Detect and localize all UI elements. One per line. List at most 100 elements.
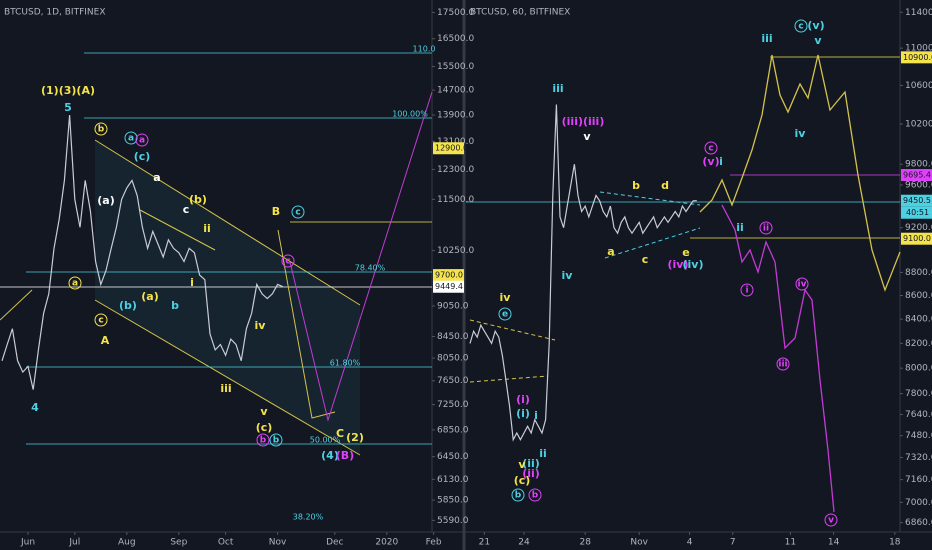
projection xyxy=(721,204,835,513)
wave-label: a xyxy=(139,136,145,146)
x-tick-label: 2020 xyxy=(375,538,398,548)
triangle-line xyxy=(599,191,701,206)
wave-label: (c) xyxy=(514,474,531,487)
wave-circle xyxy=(68,276,82,290)
x-tick-label: Dec xyxy=(326,538,343,548)
wave-label: (c) xyxy=(134,150,151,163)
wave-circle xyxy=(759,221,773,235)
wave-label: v xyxy=(260,405,268,418)
wave-label: iv xyxy=(795,127,807,140)
wave-circle xyxy=(135,133,149,147)
y-tick-label: 8450.0 xyxy=(437,332,469,342)
wave-label: d xyxy=(661,179,669,192)
wave-label: (1)(3)(A) xyxy=(41,84,95,97)
wave-label: ii xyxy=(736,221,744,234)
channel-line xyxy=(94,299,361,456)
wave-label: (ii) xyxy=(522,457,540,470)
x-tick-label: 18 xyxy=(889,538,901,548)
price-line xyxy=(469,104,697,442)
wave-label: (i) xyxy=(516,393,530,406)
x-tick-label: 28 xyxy=(579,538,591,548)
projection xyxy=(277,229,336,419)
wave-label: A xyxy=(101,334,110,347)
y-tick-label: 5850.0 xyxy=(437,496,469,506)
triangle-line xyxy=(604,227,701,259)
wave-label: (B) xyxy=(336,449,354,462)
wave-label: i xyxy=(745,286,748,296)
wave-circle xyxy=(124,131,138,145)
wave-circle xyxy=(795,277,809,291)
price-tag-label: 10900.0 xyxy=(903,53,932,62)
wave-label: (c) xyxy=(256,421,273,434)
wave-label: (b) xyxy=(119,299,137,312)
wave-label: 100.00% xyxy=(392,110,428,119)
y-tick-label: 7320.0 xyxy=(905,453,932,463)
wave-circle xyxy=(740,283,754,297)
price-tag-label: 9700.0 xyxy=(435,271,463,280)
wave-circle xyxy=(94,313,108,327)
wave-circle xyxy=(256,433,270,447)
x-tick-label: 21 xyxy=(479,538,490,548)
x-tick-label: 7 xyxy=(730,538,736,548)
wave-label: i xyxy=(534,409,538,422)
wave-label: i xyxy=(190,276,194,289)
x-tick-label: Nov xyxy=(269,538,287,548)
channel-line xyxy=(139,209,216,251)
y-tick-label: 14700.0 xyxy=(437,86,474,96)
wave-label: i xyxy=(719,155,723,168)
y-tick-label: 8400.0 xyxy=(905,315,932,325)
y-tick-label: 7800.0 xyxy=(905,389,932,399)
y-tick-label: 7650.0 xyxy=(437,376,469,386)
x-tick-label: Aug xyxy=(118,538,136,548)
price-tag xyxy=(901,194,932,207)
wave-label: v xyxy=(518,458,526,471)
y-tick-label: 9200.0 xyxy=(905,223,932,233)
x-tick-label: Sep xyxy=(170,538,187,548)
wave-label: v xyxy=(583,130,591,143)
wave-label: (ii) xyxy=(522,467,540,480)
y-tick-label: 7480.0 xyxy=(905,431,932,441)
triangle-line xyxy=(469,375,549,383)
price-tag-label: 9449.4 xyxy=(435,282,463,291)
price-tag xyxy=(901,169,932,182)
wave-label: ii xyxy=(539,447,547,460)
wave-label: iii xyxy=(552,82,563,95)
chart-title: BTCUSD, 1D, BITFINEX xyxy=(4,8,106,18)
y-tick-label: 12300.0 xyxy=(437,165,474,175)
wave-label: v xyxy=(814,34,822,47)
price-tag xyxy=(433,280,464,293)
wave-label: b xyxy=(260,436,267,446)
y-tick-label: 6450.0 xyxy=(437,452,469,462)
wave-label: c xyxy=(708,144,713,154)
y-tick-label: 6850.0 xyxy=(437,425,469,435)
wave-label: 78.40% xyxy=(355,264,386,273)
wave-label: (2) xyxy=(346,431,364,444)
x-tick-label: Jun xyxy=(20,538,35,548)
price-line xyxy=(1,114,284,390)
y-tick-label: 6130.0 xyxy=(437,475,469,485)
wave-label: B xyxy=(272,205,280,218)
y-tick-label: 10600.0 xyxy=(905,81,932,91)
y-tick-label: 10200.0 xyxy=(905,120,932,130)
wave-label: C xyxy=(336,427,344,440)
y-tick-label: 15500.0 xyxy=(437,62,474,72)
wave-label: a xyxy=(128,134,134,144)
wave-label: 5 xyxy=(64,101,72,114)
wave-label: c xyxy=(98,316,103,326)
wave-label: b xyxy=(532,491,539,501)
y-tick-label: 5590.0 xyxy=(437,516,469,526)
channel-line xyxy=(94,139,361,306)
projection xyxy=(699,54,901,292)
price-tag-label: 9100.0 xyxy=(903,234,931,243)
price-tag xyxy=(901,51,932,64)
wave-label: c xyxy=(183,203,190,216)
y-tick-label: 10250.0 xyxy=(437,246,474,256)
wave-label: 110.0 xyxy=(413,45,436,54)
x-tick-label: Nov xyxy=(630,538,648,548)
wave-label: 4 xyxy=(31,401,39,414)
wave-label: (v) xyxy=(702,155,719,168)
y-tick-label: 7160.0 xyxy=(905,475,932,485)
y-tick-label: 11500.0 xyxy=(437,195,474,205)
y-tick-label: 8000.0 xyxy=(905,364,932,374)
wave-circle xyxy=(281,254,295,268)
